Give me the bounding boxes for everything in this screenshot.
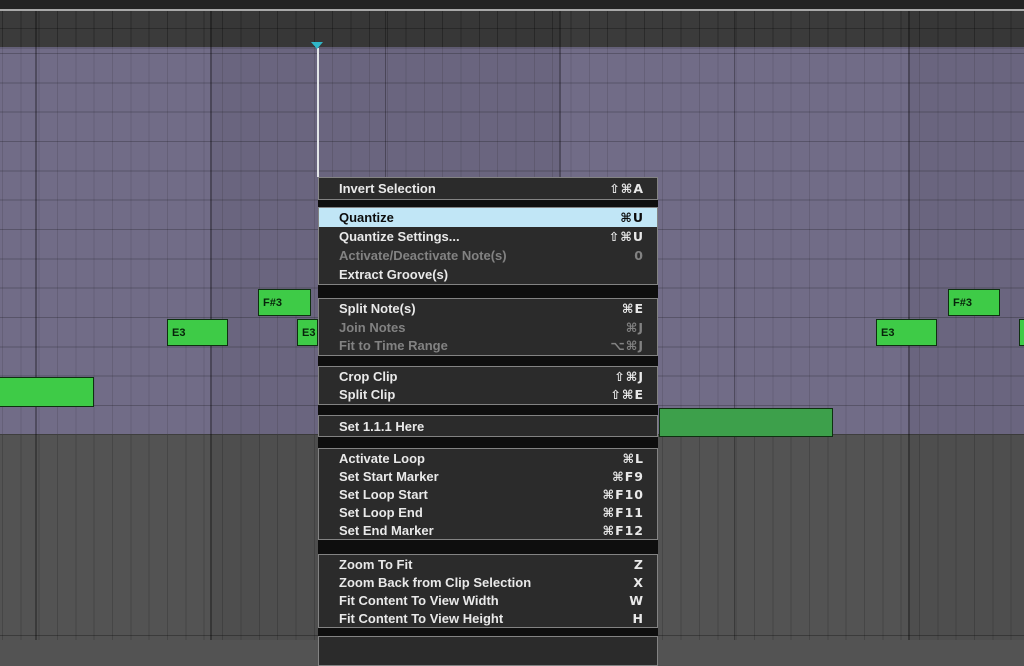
menu-item-set-end-marker[interactable]: Set End Marker ⌘F12: [319, 521, 657, 539]
menu-item-label: Join Notes: [339, 319, 406, 335]
menu-item-fit-content-to-view-height[interactable]: Fit Content To View Height H: [319, 609, 657, 627]
menu-item-shortcut: X: [633, 574, 644, 590]
menu-item-split-notes[interactable]: Split Note(s) ⌘E: [319, 299, 657, 318]
menu-item-extract-grooves[interactable]: Extract Groove(s): [319, 265, 657, 284]
bar-line: [733, 11, 735, 640]
playhead-line: [317, 48, 319, 177]
menu-item-set-start-marker[interactable]: Set Start Marker ⌘F9: [319, 467, 657, 485]
menu-item-invert-selection[interactable]: Invert Selection ⇧⌘A: [319, 178, 657, 199]
menu-item-label: Extract Groove(s): [339, 267, 449, 282]
menu-item-set-111-here[interactable]: Set 1.1.1 Here: [319, 416, 657, 436]
menu-group: Activate Loop ⌘L Set Start Marker ⌘F9 Se…: [318, 448, 658, 540]
menu-item-shortcut: H: [632, 610, 644, 626]
menu-item-shortcut: ⌘F11: [602, 504, 644, 520]
menu-item-shortcut: ⌘F10: [602, 486, 644, 502]
menu-item-shortcut: W: [629, 592, 644, 608]
menu-item-shortcut: ⌘L: [622, 450, 644, 466]
menu-item-shortcut: ⌥⌘J: [610, 338, 644, 354]
menu-item-label: Activate Loop: [339, 450, 425, 466]
menu-item-shortcut: ⌘F9: [612, 468, 644, 484]
menu-item-shortcut: Z: [633, 556, 644, 572]
window-top-bar: [0, 0, 1024, 9]
menu-item-shortcut: ⌘J: [625, 319, 644, 335]
midi-note[interactable]: F#3: [258, 289, 311, 316]
midi-note[interactable]: E3: [297, 319, 318, 346]
menu-item-label: Quantize Settings...: [339, 229, 460, 244]
menu-group: Split Note(s) ⌘E Join Notes ⌘J Fit to Ti…: [318, 298, 658, 356]
menu-item-shortcut: ⇧⌘J: [614, 368, 644, 384]
menu-item-label: Fit Content To View Height: [339, 610, 504, 626]
menu-item-label: Set Start Marker: [339, 468, 439, 484]
menu-item-label: Fit to Time Range: [339, 338, 448, 354]
midi-note[interactable]: E3: [876, 319, 937, 346]
menu-item-label: Split Note(s): [339, 300, 416, 316]
menu-item-quantize[interactable]: Quantize ⌘U: [319, 208, 657, 227]
menu-item-shortcut: ⇧⌘E: [610, 387, 644, 403]
menu-item-label: Set 1.1.1 Here: [339, 418, 425, 434]
menu-item-label: Split Clip: [339, 387, 396, 403]
context-menu: Invert Selection ⇧⌘A Quantize ⌘U Quantiz…: [318, 177, 658, 666]
menu-item-split-clip[interactable]: Split Clip ⇧⌘E: [319, 386, 657, 405]
menu-item-label: Invert Selection: [339, 181, 436, 196]
ruler-top-divider: [0, 9, 1024, 11]
menu-item-shortcut: 0: [634, 248, 644, 263]
menu-item-label: Zoom To Fit: [339, 556, 413, 572]
beat-time-ruler[interactable]: [0, 11, 1024, 47]
menu-item-label: Crop Clip: [339, 368, 398, 384]
midi-note[interactable]: [659, 408, 833, 437]
menu-group-clipped: [318, 636, 658, 666]
menu-group: Zoom To Fit Z Zoom Back from Clip Select…: [318, 554, 658, 628]
menu-group: Crop Clip ⇧⌘J Split Clip ⇧⌘E: [318, 366, 658, 405]
menu-item-label: Set End Marker: [339, 522, 434, 538]
midi-note[interactable]: E3: [167, 319, 228, 346]
menu-item-shortcut: ⇧⌘A: [609, 181, 644, 196]
menu-group: Invert Selection ⇧⌘A: [318, 177, 658, 200]
menu-item-zoom-back-from-clip-selection[interactable]: Zoom Back from Clip Selection X: [319, 573, 657, 591]
menu-item-set-loop-start[interactable]: Set Loop Start ⌘F10: [319, 485, 657, 503]
bar-line: [35, 11, 37, 640]
menu-item-label: Fit Content To View Width: [339, 592, 499, 608]
menu-item-shortcut: ⌘U: [620, 210, 644, 225]
menu-item-label: Activate/Deactivate Note(s): [339, 248, 507, 263]
menu-item-label: Set Loop End: [339, 504, 423, 520]
menu-item-zoom-to-fit[interactable]: Zoom To Fit Z: [319, 555, 657, 573]
menu-item-shortcut: ⌘F12: [602, 522, 644, 538]
midi-note[interactable]: F#3: [948, 289, 1000, 316]
midi-note[interactable]: [0, 377, 94, 407]
menu-item-shortcut: ⇧⌘U: [608, 229, 644, 244]
menu-item-label: Quantize: [339, 210, 394, 225]
menu-item-activate-deactivate-notes: Activate/Deactivate Note(s) 0: [319, 246, 657, 265]
menu-item-activate-loop[interactable]: Activate Loop ⌘L: [319, 449, 657, 467]
menu-item-fit-content-to-view-width[interactable]: Fit Content To View Width W: [319, 591, 657, 609]
menu-group: Quantize ⌘U Quantize Settings... ⇧⌘U Act…: [318, 207, 658, 285]
menu-item-fit-to-time-range: Fit to Time Range ⌥⌘J: [319, 336, 657, 355]
menu-item-quantize-settings[interactable]: Quantize Settings... ⇧⌘U: [319, 227, 657, 246]
midi-note[interactable]: [1019, 319, 1024, 346]
menu-group: Set 1.1.1 Here: [318, 415, 658, 437]
menu-item-crop-clip[interactable]: Crop Clip ⇧⌘J: [319, 367, 657, 386]
menu-item-set-loop-end[interactable]: Set Loop End ⌘F11: [319, 503, 657, 521]
menu-item-label: Set Loop Start: [339, 486, 428, 502]
menu-item-label: Zoom Back from Clip Selection: [339, 574, 532, 590]
menu-item-join-notes: Join Notes ⌘J: [319, 318, 657, 337]
playhead-marker-icon[interactable]: [311, 42, 323, 49]
menu-item-shortcut: ⌘E: [621, 300, 644, 316]
